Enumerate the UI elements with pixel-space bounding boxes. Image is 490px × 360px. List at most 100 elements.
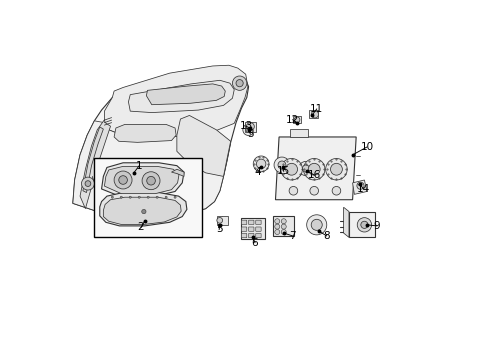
FancyBboxPatch shape bbox=[242, 227, 247, 231]
Circle shape bbox=[147, 196, 149, 198]
FancyBboxPatch shape bbox=[245, 122, 256, 132]
Circle shape bbox=[281, 229, 286, 234]
FancyBboxPatch shape bbox=[248, 220, 254, 225]
Circle shape bbox=[120, 196, 122, 198]
FancyBboxPatch shape bbox=[95, 158, 202, 237]
Circle shape bbox=[114, 171, 132, 189]
Circle shape bbox=[326, 158, 347, 180]
Polygon shape bbox=[353, 180, 367, 194]
Circle shape bbox=[302, 165, 310, 172]
Polygon shape bbox=[172, 169, 184, 176]
Text: 14: 14 bbox=[357, 184, 370, 194]
Circle shape bbox=[129, 196, 131, 198]
Circle shape bbox=[275, 219, 280, 224]
Polygon shape bbox=[104, 65, 248, 138]
Circle shape bbox=[281, 219, 286, 224]
Text: 8: 8 bbox=[323, 231, 330, 241]
Polygon shape bbox=[100, 193, 187, 226]
Text: 7: 7 bbox=[290, 231, 296, 241]
Text: 10: 10 bbox=[360, 142, 373, 152]
Polygon shape bbox=[290, 129, 308, 137]
Text: 6: 6 bbox=[252, 238, 258, 248]
FancyBboxPatch shape bbox=[217, 216, 228, 225]
Circle shape bbox=[274, 157, 290, 173]
Text: 15: 15 bbox=[277, 166, 291, 176]
Circle shape bbox=[311, 111, 318, 118]
Circle shape bbox=[308, 163, 320, 175]
Circle shape bbox=[299, 161, 313, 176]
Circle shape bbox=[303, 158, 325, 180]
Polygon shape bbox=[80, 120, 111, 209]
Polygon shape bbox=[177, 116, 231, 176]
Circle shape bbox=[361, 221, 368, 228]
FancyBboxPatch shape bbox=[256, 233, 261, 238]
Circle shape bbox=[81, 177, 95, 190]
Text: 12: 12 bbox=[286, 115, 299, 125]
FancyBboxPatch shape bbox=[256, 227, 261, 231]
Circle shape bbox=[294, 117, 300, 123]
Text: 2: 2 bbox=[138, 222, 145, 232]
Circle shape bbox=[253, 156, 269, 172]
Circle shape bbox=[147, 176, 155, 185]
Circle shape bbox=[232, 76, 247, 90]
Circle shape bbox=[85, 181, 91, 186]
FancyBboxPatch shape bbox=[248, 233, 254, 238]
Circle shape bbox=[243, 124, 254, 135]
Circle shape bbox=[357, 182, 364, 189]
Polygon shape bbox=[343, 207, 349, 237]
Circle shape bbox=[286, 163, 297, 175]
Circle shape bbox=[311, 219, 322, 230]
Circle shape bbox=[332, 186, 341, 195]
FancyBboxPatch shape bbox=[294, 116, 301, 123]
Circle shape bbox=[111, 196, 113, 198]
FancyBboxPatch shape bbox=[349, 212, 375, 237]
Circle shape bbox=[119, 176, 127, 184]
Circle shape bbox=[331, 163, 343, 175]
FancyBboxPatch shape bbox=[309, 111, 318, 118]
Circle shape bbox=[156, 196, 158, 198]
Circle shape bbox=[275, 224, 280, 229]
Circle shape bbox=[281, 158, 302, 180]
Circle shape bbox=[174, 196, 176, 198]
Polygon shape bbox=[101, 163, 184, 196]
FancyBboxPatch shape bbox=[241, 218, 265, 239]
Text: 9: 9 bbox=[374, 221, 380, 231]
Text: 11: 11 bbox=[310, 104, 323, 114]
Circle shape bbox=[278, 161, 286, 169]
Polygon shape bbox=[73, 67, 248, 217]
Circle shape bbox=[142, 210, 146, 214]
Text: 3: 3 bbox=[247, 129, 254, 139]
Text: 4: 4 bbox=[254, 167, 261, 177]
Circle shape bbox=[138, 196, 140, 198]
Circle shape bbox=[289, 186, 298, 195]
Polygon shape bbox=[73, 121, 231, 217]
Text: 5: 5 bbox=[216, 225, 222, 234]
Circle shape bbox=[281, 224, 286, 229]
Circle shape bbox=[310, 186, 318, 195]
Polygon shape bbox=[104, 166, 179, 194]
Polygon shape bbox=[275, 137, 356, 200]
Polygon shape bbox=[128, 80, 234, 113]
Circle shape bbox=[246, 123, 254, 131]
Text: 16: 16 bbox=[308, 170, 321, 180]
Circle shape bbox=[217, 217, 222, 223]
Circle shape bbox=[256, 159, 266, 168]
Circle shape bbox=[307, 215, 327, 235]
Text: 1: 1 bbox=[136, 161, 143, 171]
Polygon shape bbox=[83, 127, 103, 193]
Polygon shape bbox=[147, 84, 225, 105]
FancyBboxPatch shape bbox=[248, 227, 254, 231]
Text: 13: 13 bbox=[240, 121, 253, 131]
FancyBboxPatch shape bbox=[242, 220, 247, 225]
Circle shape bbox=[165, 196, 167, 198]
FancyBboxPatch shape bbox=[242, 233, 247, 238]
Circle shape bbox=[275, 229, 280, 234]
Circle shape bbox=[236, 80, 243, 87]
Circle shape bbox=[357, 218, 371, 232]
FancyBboxPatch shape bbox=[273, 216, 294, 235]
Polygon shape bbox=[103, 197, 181, 225]
Polygon shape bbox=[114, 125, 176, 142]
Circle shape bbox=[142, 172, 160, 190]
FancyBboxPatch shape bbox=[256, 220, 261, 225]
Circle shape bbox=[246, 127, 251, 132]
